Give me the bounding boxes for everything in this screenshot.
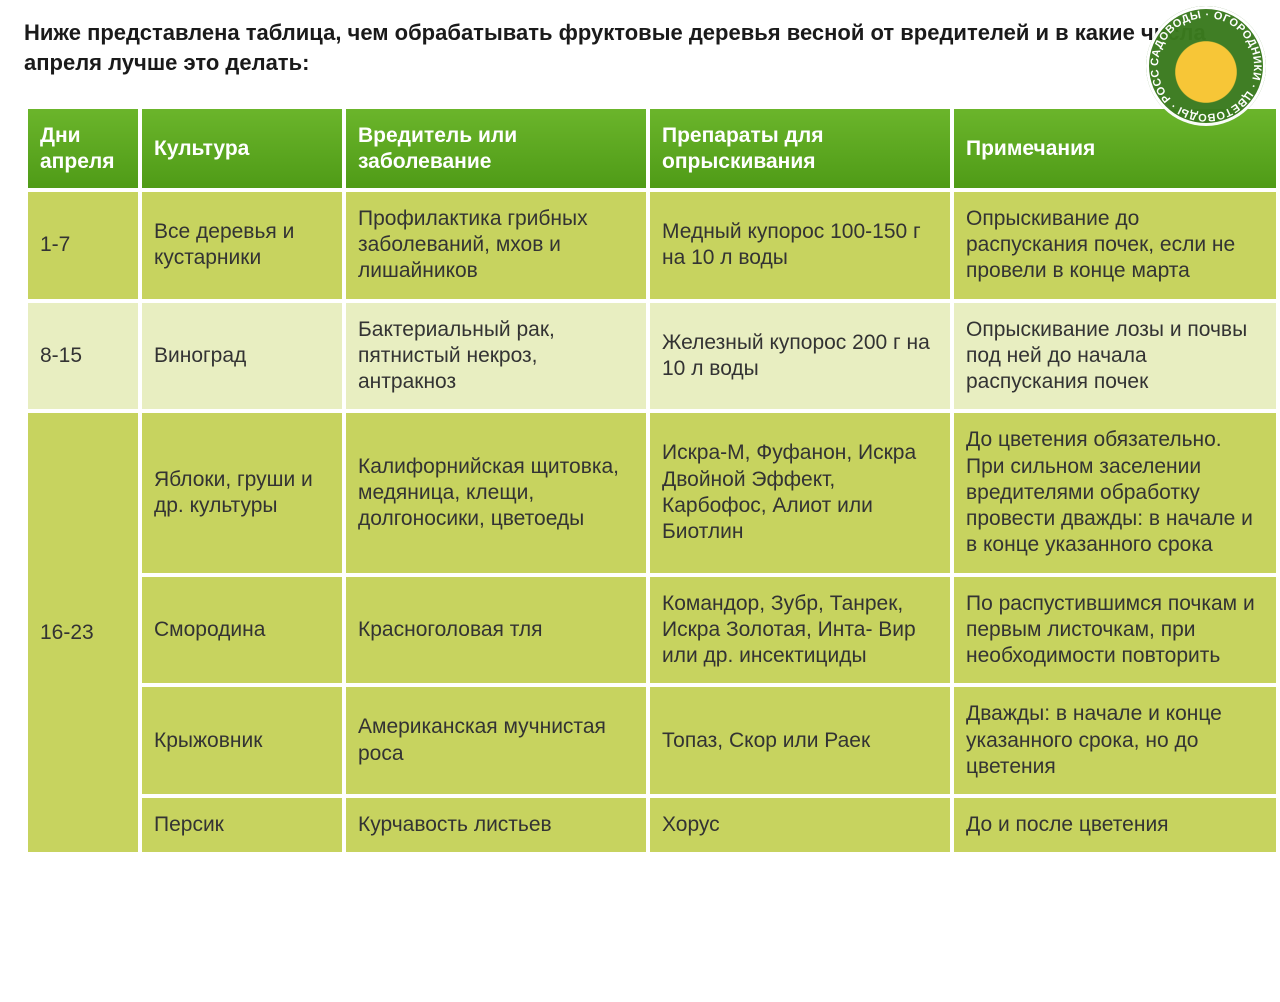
cell-crop: Виноград — [142, 303, 342, 410]
col-header-pest: Вредитель или заболевание — [346, 109, 646, 187]
cell-note: По распустившимся почкам и первым листоч… — [954, 577, 1276, 684]
cell-drug: Железный купорос 200 г на 10 л воды — [650, 303, 950, 410]
table-row: 1-7Все деревья и кустарникиПрофилактика … — [28, 192, 1276, 299]
col-header-days: Дни апреля — [28, 109, 138, 187]
table-body: 1-7Все деревья и кустарникиПрофилактика … — [28, 192, 1276, 853]
watermark-badge: САДОВОДЫ · ОГОРОДНИКИ · ЦВЕТОВОДЫ · РОСС… — [1146, 6, 1266, 126]
intro-text: Ниже представлена таблица, чем обрабатыв… — [24, 18, 1224, 77]
cell-days: 8-15 — [28, 303, 138, 410]
cell-drug: Командор, Зубр, Танрек, Искра Золотая, И… — [650, 577, 950, 684]
cell-pest: Американская мучнистая роса — [346, 687, 646, 794]
cell-note: Опрыскивание до распускания почек, если … — [954, 192, 1276, 299]
table-row: ПерсикКурчавость листьевХорусДо и после … — [28, 798, 1276, 852]
cell-note: Опрыскивание лозы и почвы под ней до нач… — [954, 303, 1276, 410]
cell-drug: Медный купорос 100-150 г на 10 л воды — [650, 192, 950, 299]
cell-days: 1-7 — [28, 192, 138, 299]
cell-note: Дважды: в начале и конце указанного срок… — [954, 687, 1276, 794]
col-header-drug: Препараты для опрыскивания — [650, 109, 950, 187]
table-header: Дни апреля Культура Вредитель или заболе… — [28, 109, 1276, 187]
cell-pest: Красноголовая тля — [346, 577, 646, 684]
table-row: КрыжовникАмериканская мучнистая росаТопа… — [28, 687, 1276, 794]
cell-drug: Хорус — [650, 798, 950, 852]
cell-days: 16-23 — [28, 413, 138, 852]
page: Ниже представлена таблица, чем обрабатыв… — [0, 0, 1280, 856]
cell-pest: Профилактика грибных заболеваний, мхов и… — [346, 192, 646, 299]
cell-crop: Смородина — [142, 577, 342, 684]
cell-crop: Крыжовник — [142, 687, 342, 794]
cell-crop: Все деревья и кустарники — [142, 192, 342, 299]
badge-ring-text: САДОВОДЫ · ОГОРОДНИКИ · ЦВЕТОВОДЫ · РОСС… — [1146, 6, 1263, 123]
cell-crop: Персик — [142, 798, 342, 852]
cell-note: До цветения обязательно. При сильном зас… — [954, 413, 1276, 572]
cell-crop: Яблоки, груши и др. культуры — [142, 413, 342, 572]
table-row: 8-15ВиноградБактериальный рак, пятнистый… — [28, 303, 1276, 410]
cell-pest: Калифорнийская щитовка, медяница, клещи,… — [346, 413, 646, 572]
cell-pest: Бактериальный рак, пятнистый некроз, ант… — [346, 303, 646, 410]
cell-drug: Топаз, Скор или Раек — [650, 687, 950, 794]
cell-drug: Искра-М, Фуфанон, Искра Двойной Эффект, … — [650, 413, 950, 572]
svg-text:САДОВОДЫ · ОГОРОДНИКИ · ЦВЕТОВ: САДОВОДЫ · ОГОРОДНИКИ · ЦВЕТОВОДЫ · РОСС… — [1146, 6, 1263, 123]
col-header-crop: Культура — [142, 109, 342, 187]
treatment-table: Дни апреля Культура Вредитель или заболе… — [24, 105, 1280, 856]
cell-note: До и после цветения — [954, 798, 1276, 852]
table-row: 16-23Яблоки, груши и др. культурыКалифор… — [28, 413, 1276, 572]
table-row: СмородинаКрасноголовая тляКомандор, Зубр… — [28, 577, 1276, 684]
cell-pest: Курчавость листьев — [346, 798, 646, 852]
